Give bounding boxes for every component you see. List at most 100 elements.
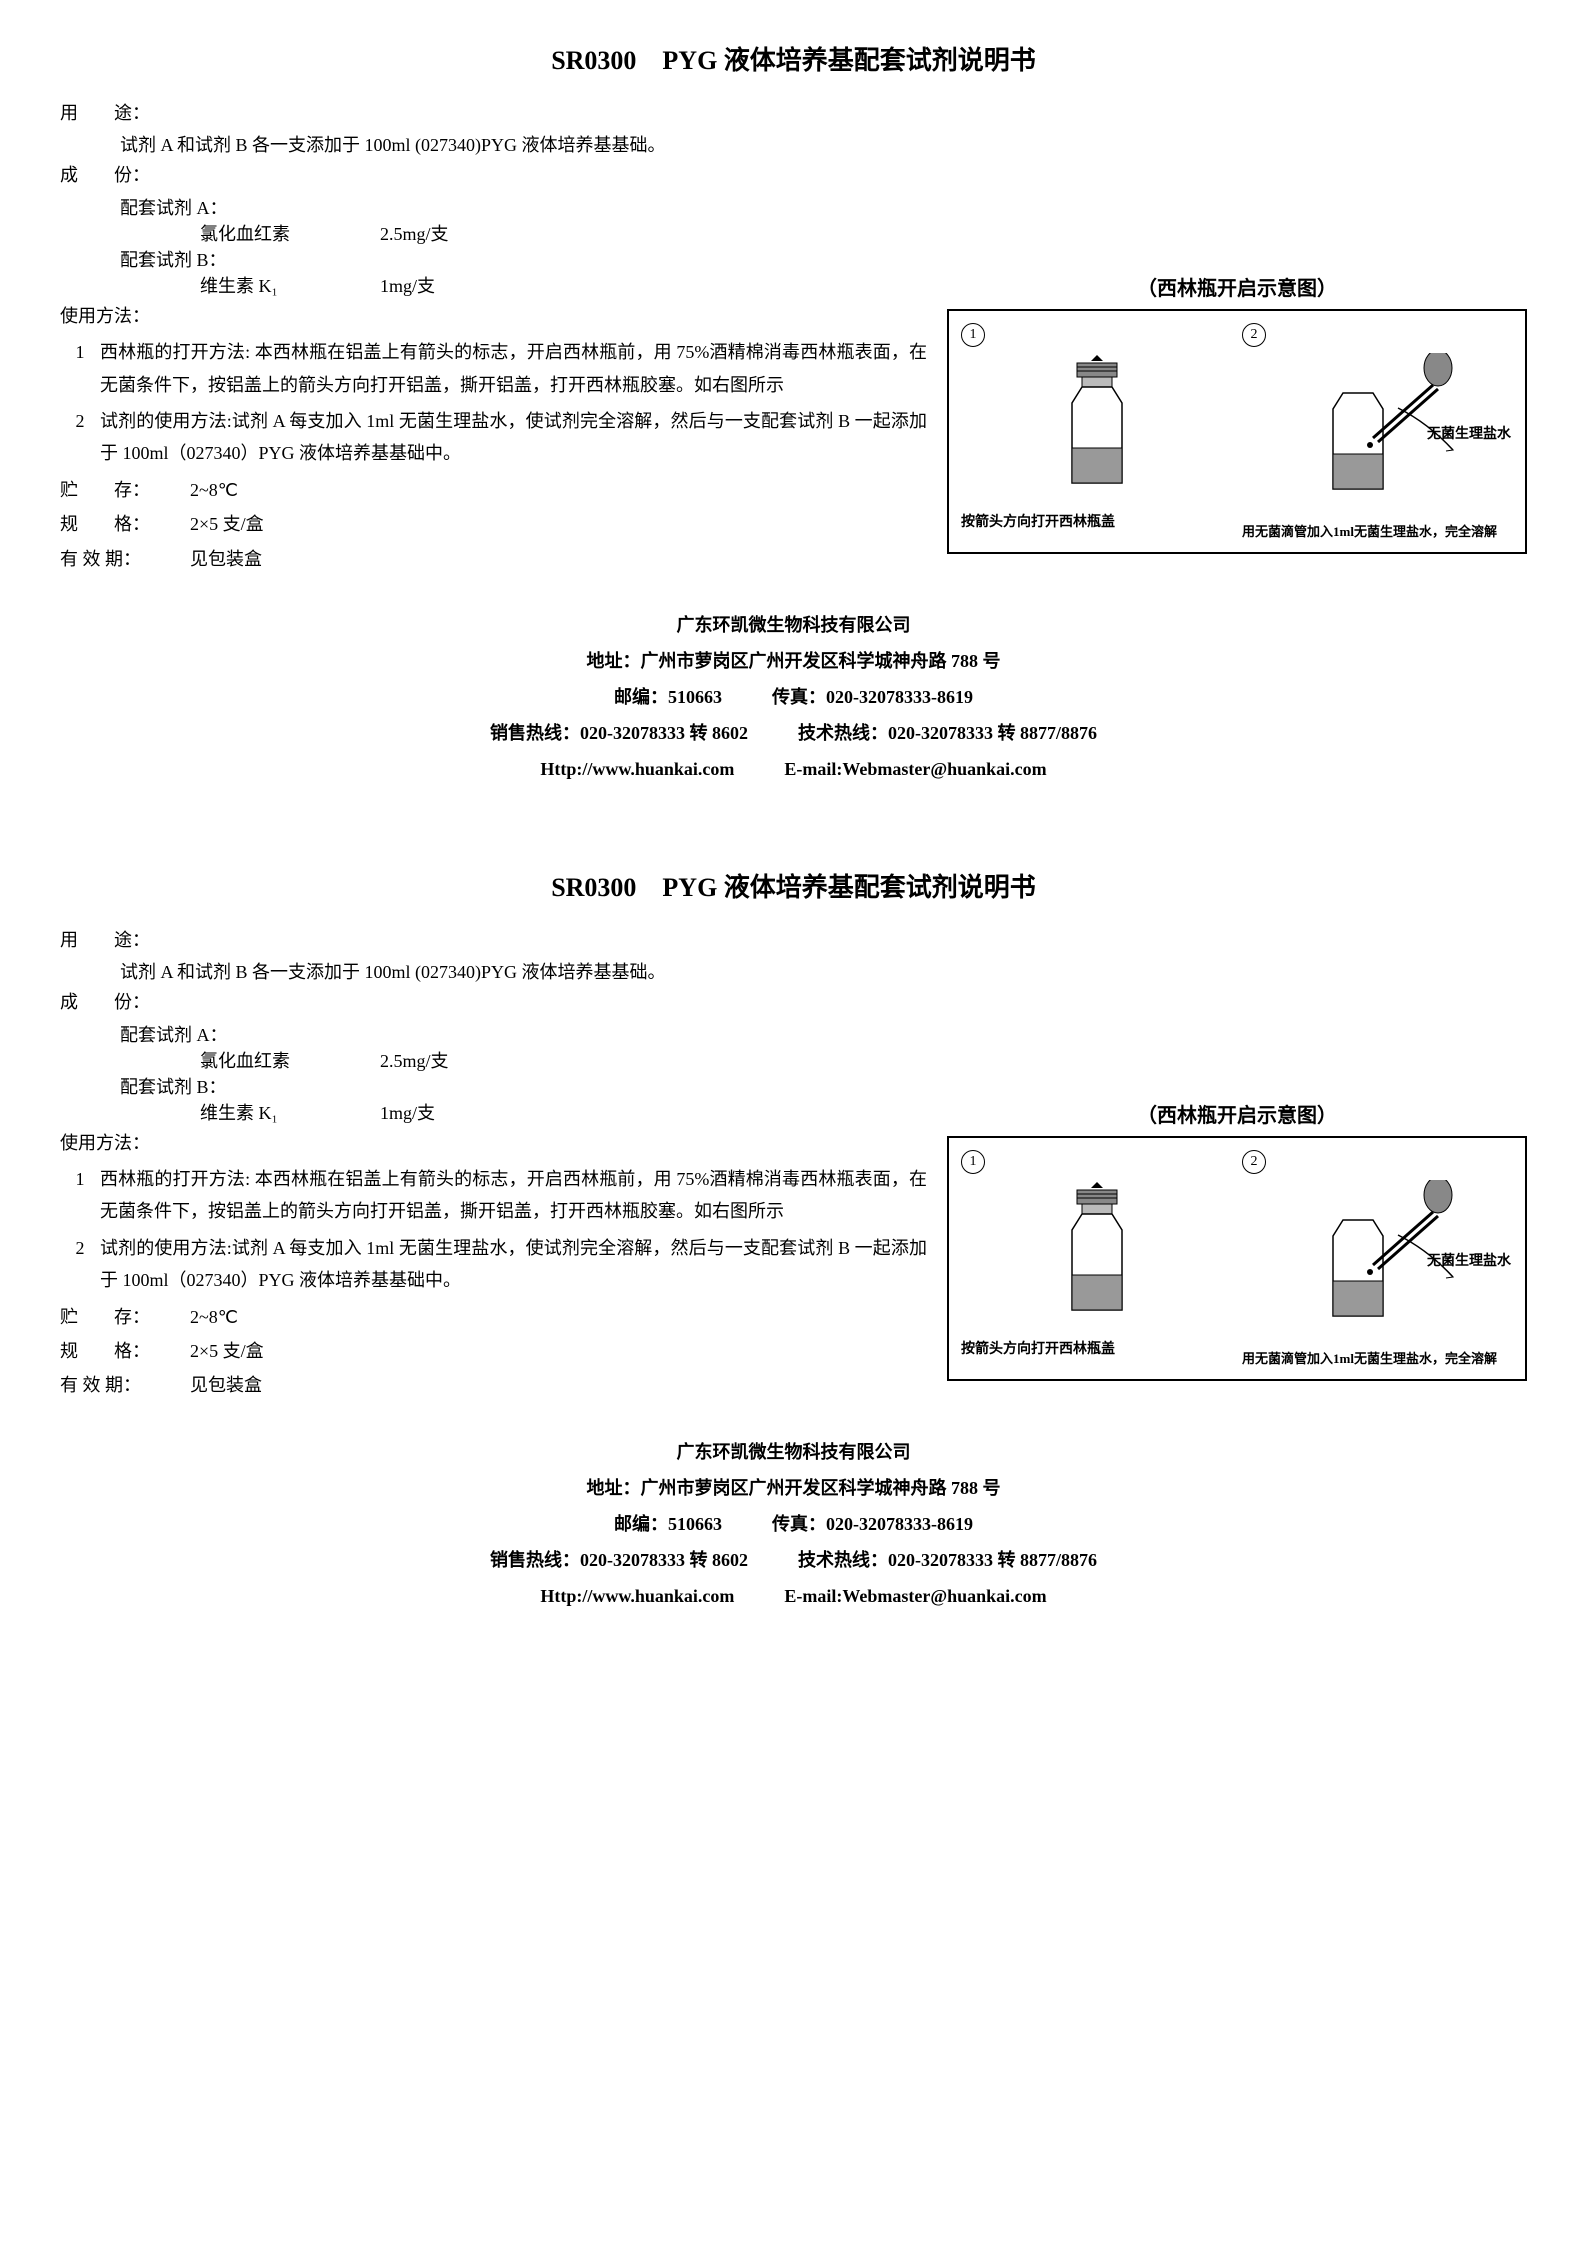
reagent-a-label: 配套试剂 A： [120, 1021, 1527, 1047]
spec-value: 2×5 支/盒 [190, 508, 927, 540]
footer-web: Http://www.huankai.com [540, 751, 734, 787]
expiry-row: 有 效 期： 见包装盒 [60, 1369, 927, 1401]
composition-row: 成 份： [60, 986, 1527, 1018]
diagram-box: 1 按箭头方向打开西林瓶盖 2 [947, 309, 1527, 554]
reagent-a-amount: 2.5mg/支 [380, 220, 449, 246]
expiry-label: 有 效 期： [60, 1369, 190, 1401]
footer-postcode: 邮编：510663 [614, 679, 722, 715]
reagent-b-name: 维生素 K₁ [200, 272, 380, 298]
reagent-a-amount: 2.5mg/支 [380, 1047, 449, 1073]
usage-content: 试剂 A 和试剂 B 各一支添加于 100ml (027340)PYG 液体培养… [120, 131, 1527, 157]
diagram-caption-1: 按箭头方向打开西林瓶盖 [961, 511, 1232, 531]
method-list: 1 西林瓶的打开方法: 本西林瓶在铝盖上有箭头的标志，开启西林瓶前，用 75%酒… [60, 1163, 927, 1297]
saline-label: 无菌生理盐水 [1427, 1250, 1511, 1270]
reagent-b-row: 维生素 K₁ 1mg/支 [200, 272, 927, 298]
footer-web: Http://www.huankai.com [540, 1578, 734, 1614]
reagent-a-name: 氯化血红素 [200, 220, 380, 246]
usage-row: 用 途： [60, 97, 1527, 129]
footer-row-1: 邮编：510663 传真：020-32078333-8619 [60, 1506, 1527, 1542]
footer-row-3: Http://www.huankai.com E-mail:Webmaster@… [60, 751, 1527, 787]
method-label: 使用方法： [60, 300, 190, 332]
diagram-step-2-icon: 2 [1242, 1150, 1266, 1174]
left-column: 维生素 K₁ 1mg/支 使用方法： 1 西林瓶的打开方法: 本西林瓶在铝盖上有… [60, 272, 927, 577]
diagram-cell-2: 2 无菌生理盐水 [1242, 1150, 1513, 1367]
expiry-value: 见包装盒 [190, 543, 927, 575]
storage-row: 贮 存： 2~8℃ [60, 474, 927, 506]
footer-tech: 技术热线：020-32078333 转 8877/8876 [798, 715, 1097, 751]
diagram-step-1-icon: 1 [961, 323, 985, 347]
diagram-inner: 1 按箭头方向打开西林瓶盖 2 [961, 1150, 1513, 1367]
vial-closed-icon [1037, 353, 1157, 503]
footer-company: 广东环凯微生物科技有限公司 [60, 1434, 1527, 1470]
storage-value: 2~8℃ [190, 474, 927, 506]
usage-row: 用 途： [60, 924, 1527, 956]
method-item-1: 1 西林瓶的打开方法: 本西林瓶在铝盖上有箭头的标志，开启西林瓶前，用 75%酒… [60, 336, 927, 401]
footer-sales: 销售热线：020-32078333 转 8602 [490, 1542, 748, 1578]
footer-email: E-mail:Webmaster@huankai.com [784, 1578, 1046, 1614]
method-list: 1 西林瓶的打开方法: 本西林瓶在铝盖上有箭头的标志，开启西林瓶前，用 75%酒… [60, 336, 927, 470]
doc-title: SR0300 PYG 液体培养基配套试剂说明书 [60, 867, 1527, 904]
reagent-b-amount: 1mg/支 [380, 1099, 435, 1125]
footer: 广东环凯微生物科技有限公司 地址：广州市萝岗区广州开发区科学城神舟路 788 号… [60, 1434, 1527, 1614]
footer-email: E-mail:Webmaster@huankai.com [784, 751, 1046, 787]
composition-label: 成 份： [60, 159, 190, 191]
diagram-step-1-icon: 1 [961, 1150, 985, 1174]
spec-label: 规 格： [60, 508, 190, 540]
reagent-a-label: 配套试剂 A： [120, 194, 1527, 220]
main-columns: 维生素 K₁ 1mg/支 使用方法： 1 西林瓶的打开方法: 本西林瓶在铝盖上有… [60, 272, 1527, 577]
method-heading: 使用方法： [60, 300, 927, 332]
storage-label: 贮 存： [60, 474, 190, 506]
usage-label: 用 途： [60, 97, 190, 129]
footer-sales: 销售热线：020-32078333 转 8602 [490, 715, 748, 751]
method-item-2: 2 试剂的使用方法:试剂 A 每支加入 1ml 无菌生理盐水，使试剂完全溶解，然… [60, 405, 927, 470]
diagram-caption-1: 按箭头方向打开西林瓶盖 [961, 1338, 1232, 1358]
footer-row-2: 销售热线：020-32078333 转 8602 技术热线：020-320783… [60, 715, 1527, 751]
reagent-b-label: 配套试剂 B： [120, 246, 1527, 272]
footer-row-1: 邮编：510663 传真：020-32078333-8619 [60, 679, 1527, 715]
reagent-b-row: 维生素 K₁ 1mg/支 [200, 1099, 927, 1125]
right-column: （西林瓶开启示意图） 1 按箭头方向 [947, 1099, 1527, 1381]
footer-fax: 传真：020-32078333-8619 [772, 679, 973, 715]
diagram-caption-2: 用无菌滴管加入1ml无菌生理盐水，完全溶解 [1242, 1348, 1513, 1367]
diagram-inner: 1 按箭头方向打开西林瓶盖 2 [961, 323, 1513, 540]
diagram-cell-1: 1 按箭头方向打开西林瓶盖 [961, 1150, 1232, 1367]
storage-value: 2~8℃ [190, 1301, 927, 1333]
composition-label: 成 份： [60, 986, 190, 1018]
method-label: 使用方法： [60, 1127, 190, 1159]
saline-label: 无菌生理盐水 [1427, 423, 1511, 443]
storage-row: 贮 存： 2~8℃ [60, 1301, 927, 1333]
left-column: 维生素 K₁ 1mg/支 使用方法： 1 西林瓶的打开方法: 本西林瓶在铝盖上有… [60, 1099, 927, 1404]
reagent-a-row: 氯化血红素 2.5mg/支 [200, 220, 1527, 246]
footer: 广东环凯微生物科技有限公司 地址：广州市萝岗区广州开发区科学城神舟路 788 号… [60, 607, 1527, 787]
storage-label: 贮 存： [60, 1301, 190, 1333]
method-num-1: 1 [60, 336, 100, 401]
expiry-row: 有 效 期： 见包装盒 [60, 543, 927, 575]
usage-content: 试剂 A 和试剂 B 各一支添加于 100ml (027340)PYG 液体培养… [120, 958, 1527, 984]
composition-row: 成 份： [60, 159, 1527, 191]
expiry-value: 见包装盒 [190, 1369, 927, 1401]
footer-address: 地址：广州市萝岗区广州开发区科学城神舟路 788 号 [60, 643, 1527, 679]
footer-row-3: Http://www.huankai.com E-mail:Webmaster@… [60, 1578, 1527, 1614]
footer-row-2: 销售热线：020-32078333 转 8602 技术热线：020-320783… [60, 1542, 1527, 1578]
main-columns: 维生素 K₁ 1mg/支 使用方法： 1 西林瓶的打开方法: 本西林瓶在铝盖上有… [60, 1099, 1527, 1404]
document-copy-2: SR0300 PYG 液体培养基配套试剂说明书 用 途： 试剂 A 和试剂 B … [60, 867, 1527, 1614]
reagent-a-name: 氯化血红素 [200, 1047, 380, 1073]
footer-postcode: 邮编：510663 [614, 1506, 722, 1542]
usage-label: 用 途： [60, 924, 190, 956]
method-num-2: 2 [60, 1232, 100, 1297]
spec-row: 规 格： 2×5 支/盒 [60, 508, 927, 540]
method-num-1: 1 [60, 1163, 100, 1228]
spec-label: 规 格： [60, 1335, 190, 1367]
method-text-2: 试剂的使用方法:试剂 A 每支加入 1ml 无菌生理盐水，使试剂完全溶解，然后与… [100, 1232, 927, 1297]
reagent-a-row: 氯化血红素 2.5mg/支 [200, 1047, 1527, 1073]
footer-company: 广东环凯微生物科技有限公司 [60, 607, 1527, 643]
doc-title: SR0300 PYG 液体培养基配套试剂说明书 [60, 40, 1527, 77]
footer-address: 地址：广州市萝岗区广州开发区科学城神舟路 788 号 [60, 1470, 1527, 1506]
method-text-2: 试剂的使用方法:试剂 A 每支加入 1ml 无菌生理盐水，使试剂完全溶解，然后与… [100, 405, 927, 470]
method-heading: 使用方法： [60, 1127, 927, 1159]
method-item-2: 2 试剂的使用方法:试剂 A 每支加入 1ml 无菌生理盐水，使试剂完全溶解，然… [60, 1232, 927, 1297]
document-copy-1: SR0300 PYG 液体培养基配套试剂说明书 用 途： 试剂 A 和试剂 B … [60, 40, 1527, 787]
diagram-box: 1 按箭头方向打开西林瓶盖 2 [947, 1136, 1527, 1381]
method-text-1: 西林瓶的打开方法: 本西林瓶在铝盖上有箭头的标志，开启西林瓶前，用 75%酒精棉… [100, 336, 927, 401]
diagram-caption-2: 用无菌滴管加入1ml无菌生理盐水，完全溶解 [1242, 521, 1513, 540]
